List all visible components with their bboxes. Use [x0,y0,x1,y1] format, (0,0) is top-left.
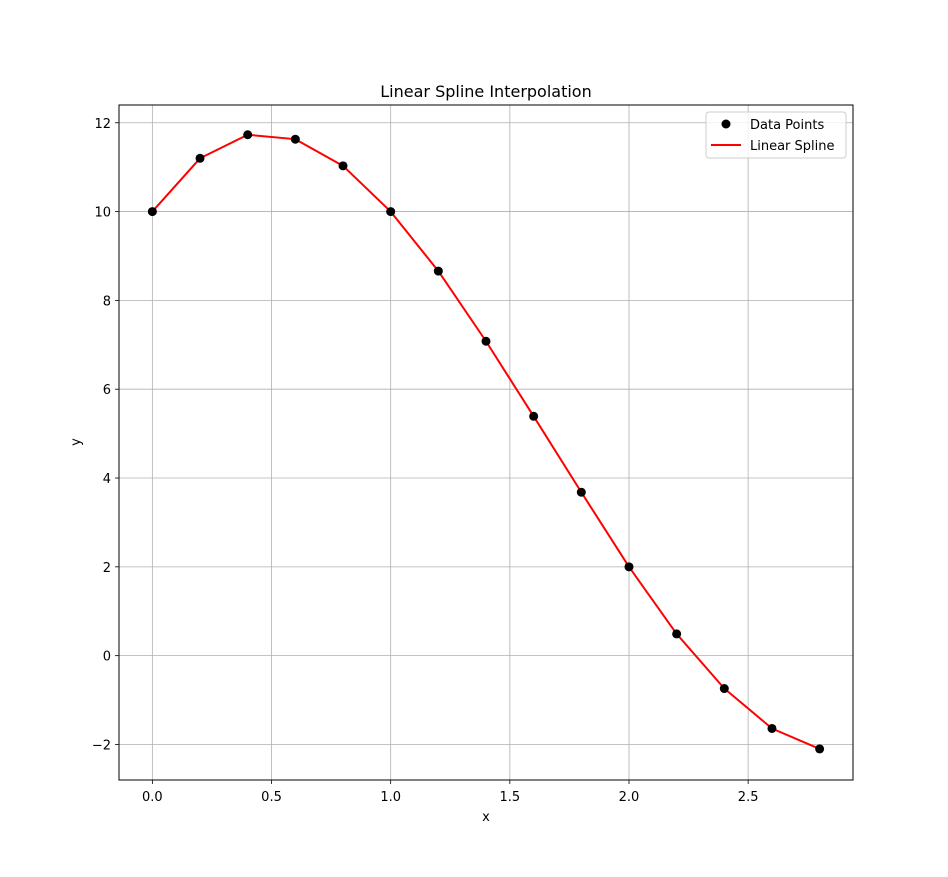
data-point [481,336,491,346]
y-axis-label: y [69,438,84,446]
plot-area-frame [118,104,854,781]
x-tick-label: 0.0 [142,790,163,805]
x-tick-label: 1.0 [380,790,401,805]
x-axis-label: x [482,810,490,825]
data-point [815,744,825,754]
x-tick-label: 2.5 [738,790,759,805]
y-tick-label: 8 [103,294,111,309]
data-point [767,723,777,733]
data-point [338,161,348,171]
x-tick-label: 0.5 [261,790,282,805]
data-point [243,130,253,140]
data-point [624,562,634,572]
data-point [672,629,682,639]
legend-label-data-points: Data Points [750,118,824,133]
data-point [529,411,539,421]
y-tick-label: 4 [103,472,111,487]
legend-marker-data-points [721,119,731,129]
axis-ticks: 0.0 0.5 1.0 1.5 2.0 2.5 −2 0 2 4 6 8 10 12 [92,117,759,805]
x-tick-label: 1.5 [499,790,520,805]
grid [119,105,853,780]
data-point [290,134,300,144]
chart-title: Linear Spline Interpolation [380,82,591,101]
data-point [386,207,396,217]
y-tick-label: 2 [103,561,111,576]
x-tick-label: 2.0 [619,790,640,805]
data-point [433,266,443,276]
plot-series [147,130,825,754]
y-tick-label: 12 [94,117,111,132]
data-point [719,684,729,694]
legend-box [705,111,847,159]
y-tick-label: −2 [92,738,111,753]
y-tick-label: 10 [94,206,111,221]
legend: Data Points Linear Spline [705,111,847,159]
legend-label-linear-spline: Linear Spline [750,139,835,154]
data-point [147,207,157,217]
y-tick-label: 0 [103,650,111,665]
data-point [576,487,586,497]
y-tick-label: 6 [103,383,111,398]
data-point [195,153,205,163]
